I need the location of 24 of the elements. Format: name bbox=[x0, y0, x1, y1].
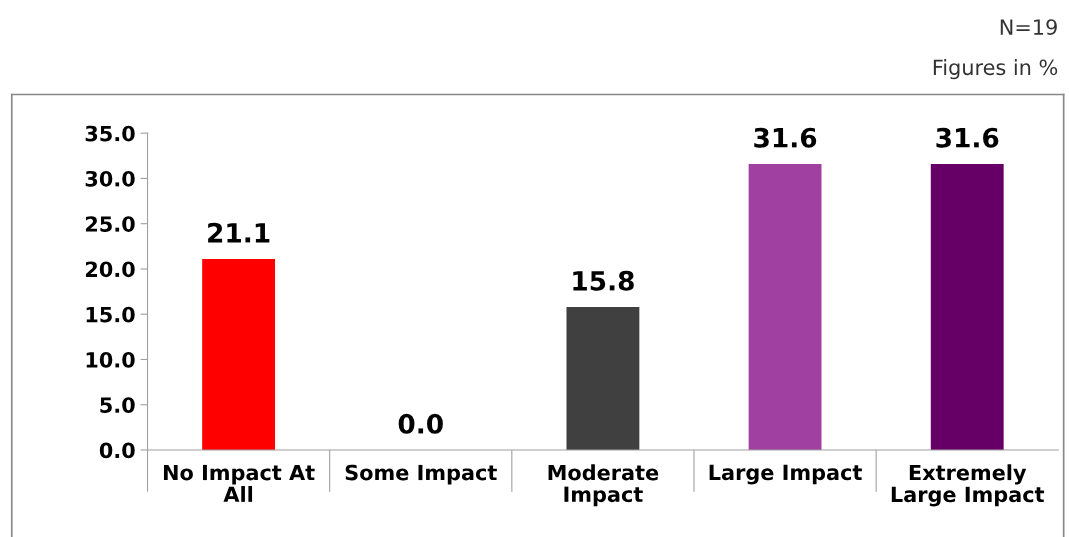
data-label: 31.6 bbox=[936, 127, 999, 148]
y-tick-label: 10.0 bbox=[86, 351, 135, 368]
data-label: 21.1 bbox=[208, 222, 270, 243]
x-tick-label: Large Impact bbox=[709, 464, 862, 485]
bar bbox=[748, 163, 822, 451]
data-label: 15.8 bbox=[573, 270, 634, 291]
text: Figures in % bbox=[933, 59, 1058, 80]
y-tick-label: 35.0 bbox=[85, 125, 135, 142]
x-tick-label: Some Impact bbox=[345, 464, 497, 485]
x-tick-label: Extremely Large Impact bbox=[891, 464, 1045, 507]
y-tick-label: 30.0 bbox=[85, 170, 135, 187]
y-tick-label: 0.0 bbox=[99, 442, 135, 459]
y-tick-label: 15.0 bbox=[86, 306, 135, 323]
data-label: 0.0 bbox=[398, 413, 443, 434]
y-tick-label: 20.0 bbox=[85, 261, 135, 278]
text: N=19 bbox=[1000, 19, 1057, 35]
bar bbox=[566, 306, 640, 451]
data-label: 31.6 bbox=[754, 127, 817, 148]
x-tick-label: No Impact At All bbox=[163, 464, 315, 502]
x-tick-label: Moderate Impact bbox=[548, 464, 659, 507]
y-tick-label: 25.0 bbox=[85, 216, 135, 232]
bar bbox=[202, 259, 276, 451]
y-tick-label: 5.0 bbox=[100, 397, 135, 413]
bar bbox=[930, 163, 1004, 451]
